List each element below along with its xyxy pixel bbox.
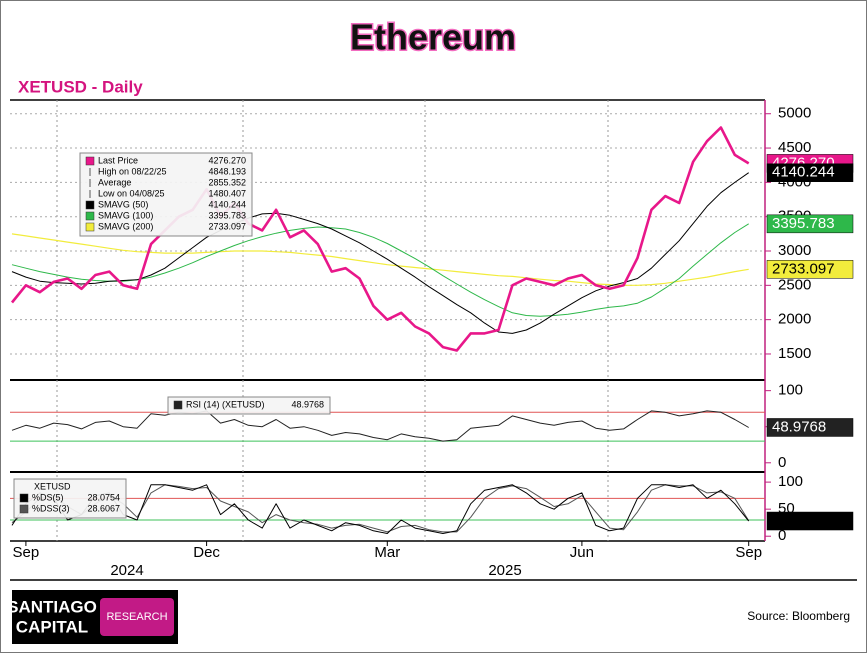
value-tag [766, 163, 854, 182]
legend-value: 2855.352 [208, 177, 246, 187]
chart-subtitle: XETUSD - Daily [18, 77, 143, 96]
legend-swatch [85, 211, 95, 221]
logo-badge [100, 598, 174, 636]
legend-label: Last Price [98, 155, 138, 165]
value-tag [766, 260, 854, 279]
value-tag-label: 48.9768 [772, 418, 826, 435]
value-tag-label: 28.0754 [772, 512, 826, 529]
legend-value: 2733.097 [208, 221, 246, 231]
legend-swatch [173, 400, 183, 410]
y-tick-label: 3000 [778, 242, 811, 259]
legend-label: High on 08/22/25 [98, 166, 167, 176]
x-tick-label: Dec [193, 544, 220, 561]
legend-swatch [85, 222, 95, 232]
value-tag [766, 214, 854, 234]
legend [13, 478, 127, 519]
series-line [11, 484, 750, 534]
legend-label: SMAVG (50) [98, 199, 148, 209]
y-tick-label: 4500 [778, 139, 811, 156]
series-line [11, 233, 749, 286]
legend-value: 4140.244 [208, 199, 246, 209]
logo-text: SANTIAGO [7, 597, 97, 616]
legend-value: 28.6067 [87, 503, 120, 513]
y-tick-label: 2500 [778, 276, 811, 293]
vertical-grid [56, 100, 609, 541]
y-tick-label: 100 [778, 473, 803, 490]
legend-label: SMAVG (200) [98, 221, 153, 231]
series-line [11, 410, 749, 442]
legend-swatch [85, 200, 95, 210]
logo-text: CAPITAL [16, 617, 88, 636]
legend [79, 152, 253, 237]
y-tick-label: 0 [778, 527, 786, 544]
legend-label: Low on 04/08/25 [98, 188, 165, 198]
x-year-label: 2024 [110, 562, 143, 579]
legend-label: %DSS(3) [32, 503, 70, 513]
series-line [10, 126, 750, 352]
legend-label: SMAVG (100) [98, 210, 153, 220]
page-title: Ethereum [350, 17, 516, 58]
y-tick-label: 0 [778, 454, 786, 471]
legend-title: XETUSD [34, 481, 71, 491]
x-tick-label: Jun [570, 544, 594, 561]
x-tick-label: Sep [735, 544, 762, 561]
logo-badge-text: RESEARCH [106, 611, 167, 623]
legend-swatch [85, 156, 95, 166]
source: Source: Bloomberg [747, 609, 850, 623]
y-tick-label: 1500 [778, 345, 811, 362]
legend-value: 48.9768 [291, 399, 324, 409]
legend-label: RSI (14) (XETUSD) [186, 399, 265, 409]
legend [167, 396, 331, 415]
legend-label: Average [98, 177, 131, 187]
x-year-label: 2025 [488, 562, 521, 579]
legend-value: 28.0754 [87, 492, 120, 502]
y-tick-label: 100 [778, 382, 803, 399]
value-tag-label: 2733.097 [772, 260, 835, 277]
legend-swatch [19, 493, 29, 503]
value-tag-label: 4140.244 [772, 164, 835, 181]
y-tick-label: 5000 [778, 105, 811, 122]
legend-value: 3395.783 [208, 210, 246, 220]
value-tag-label: 3395.783 [772, 215, 835, 232]
x-tick-label: Sep [13, 544, 40, 561]
x-tick-label: Mar [374, 544, 400, 561]
legend-value: 4276.270 [208, 155, 246, 165]
legend-swatch [19, 504, 29, 514]
series-line [11, 484, 750, 533]
value-tag [766, 511, 854, 531]
legend-value: 1480.407 [208, 188, 246, 198]
legend-label: %DS(5) [32, 492, 64, 502]
y-tick-label: 2000 [778, 311, 811, 328]
legend-value: 4848.193 [208, 166, 246, 176]
value-tag [766, 418, 854, 437]
